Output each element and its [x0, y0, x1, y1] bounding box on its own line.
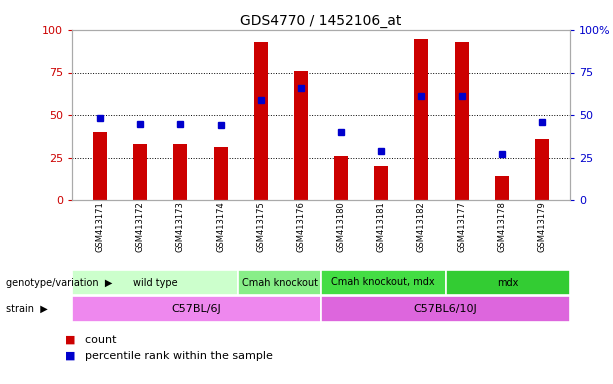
FancyBboxPatch shape [72, 270, 238, 295]
Bar [374, 166, 388, 200]
Text: C57BL6/10J: C57BL6/10J [414, 304, 478, 314]
Text: count: count [78, 335, 116, 345]
FancyBboxPatch shape [238, 270, 321, 295]
Bar [213, 147, 227, 200]
Bar [93, 132, 107, 200]
Bar [133, 144, 147, 200]
Text: Cmah knockout: Cmah knockout [242, 278, 318, 288]
FancyBboxPatch shape [72, 296, 321, 322]
Bar [294, 71, 308, 200]
Text: genotype/variation  ▶: genotype/variation ▶ [6, 278, 113, 288]
Text: C57BL/6J: C57BL/6J [172, 304, 221, 314]
Bar [173, 144, 188, 200]
Text: ■: ■ [64, 351, 75, 361]
Title: GDS4770 / 1452106_at: GDS4770 / 1452106_at [240, 13, 402, 28]
Bar [495, 176, 509, 200]
Text: ■: ■ [64, 335, 75, 345]
Bar [334, 156, 348, 200]
Bar [254, 42, 268, 200]
Bar [454, 42, 468, 200]
Text: strain  ▶: strain ▶ [6, 304, 48, 314]
Bar [535, 139, 549, 200]
Text: mdx: mdx [497, 278, 519, 288]
FancyBboxPatch shape [446, 270, 570, 295]
Bar [414, 38, 428, 200]
FancyBboxPatch shape [321, 270, 446, 295]
FancyBboxPatch shape [321, 296, 570, 322]
Text: wild type: wild type [132, 278, 177, 288]
Text: percentile rank within the sample: percentile rank within the sample [78, 351, 273, 361]
Text: Cmah knockout, mdx: Cmah knockout, mdx [332, 278, 435, 288]
